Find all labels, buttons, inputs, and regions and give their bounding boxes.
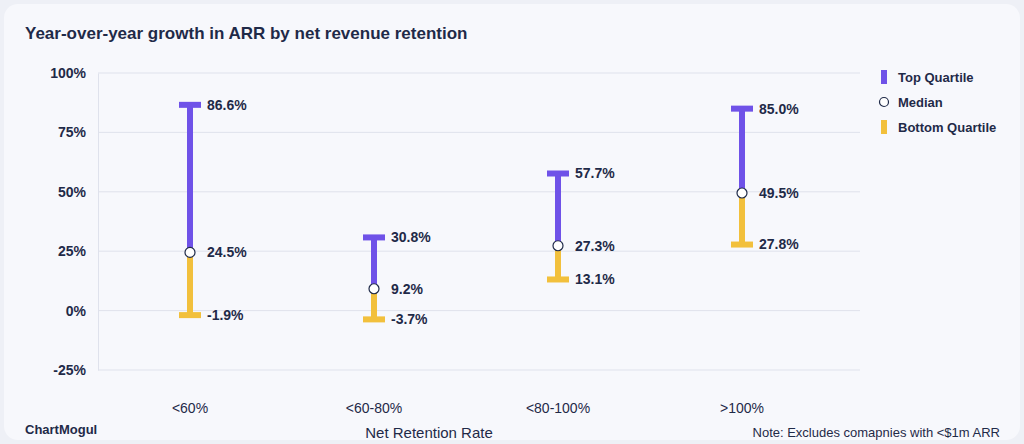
legend-swatch — [881, 120, 887, 134]
legend-item: Top Quartile — [881, 70, 974, 85]
top-quartile-cap — [363, 234, 385, 240]
bottom-quartile-cap — [547, 276, 569, 282]
title: Year-over-year growth in ARR by net reve… — [25, 24, 467, 43]
x-tick: <80-100% — [526, 393, 590, 416]
x-tick: >100% — [720, 393, 764, 416]
data-label: 30.8% — [391, 229, 431, 245]
legend-label: Top Quartile — [898, 70, 974, 85]
legend-item: Bottom Quartile — [881, 120, 996, 135]
data-label: 9.2% — [391, 281, 423, 297]
top-quartile-bar — [187, 105, 193, 253]
top-quartile-bar — [371, 237, 377, 288]
y-tick-label: 50% — [58, 184, 87, 200]
median-marker — [737, 188, 747, 198]
y-tick: 100% — [50, 65, 98, 81]
top-quartile-bar — [555, 174, 561, 246]
y-axis-line — [98, 74, 99, 371]
x-tick: <60-80% — [346, 393, 402, 416]
grid-line — [98, 73, 860, 74]
x-axis: <60% <60-80% <80-100% >100% — [99, 393, 835, 416]
legend-swatch — [880, 98, 889, 107]
y-tick: 50% — [58, 184, 98, 200]
y-tick-label: 25% — [58, 243, 87, 259]
data-labels: 86.6% 24.5% -1.9% 30.8% 9.2% -3.7% 57.7% 27.3% 1… — [207, 97, 799, 328]
top-quartile-cap — [547, 171, 569, 177]
y-tick: 75% — [58, 124, 98, 140]
data-label: 49.5% — [759, 185, 799, 201]
data-label: 57.7% — [575, 165, 615, 181]
median-marker — [369, 284, 379, 294]
bottom-quartile-bar — [739, 193, 745, 245]
legend-label: Median — [898, 95, 943, 110]
data-label: 24.5% — [207, 244, 247, 260]
x-tick: <60% — [172, 393, 208, 416]
marks — [179, 102, 753, 323]
y-tick-label: 100% — [50, 65, 86, 81]
data-label: 86.6% — [207, 97, 247, 113]
top-quartile-cap — [731, 106, 753, 112]
x-tick-label: >100% — [720, 400, 764, 416]
median-marker — [185, 247, 195, 257]
y-tick-label: -25% — [53, 362, 86, 378]
logo-text: ChartMogul — [25, 422, 97, 437]
x-axis-line — [99, 393, 835, 394]
data-label: 27.3% — [575, 238, 615, 254]
note: Note: Excludes comapnies with <$1m ARR — [753, 425, 1000, 440]
grid — [98, 73, 860, 370]
data-label: -1.9% — [207, 307, 244, 323]
bottom-quartile-cap — [731, 242, 753, 248]
x-tick-label: <60% — [172, 400, 208, 416]
y-tick: 25% — [58, 243, 98, 259]
grid-line — [98, 132, 860, 133]
legend-item: Median — [880, 95, 943, 110]
y-tick: 0% — [66, 303, 98, 319]
x-tick-label: <80-100% — [526, 400, 590, 416]
x-axis-title: Net Retention Rate — [365, 424, 493, 441]
legend: Top Quartile Median Bottom Quartile — [880, 70, 997, 135]
card — [4, 4, 1020, 440]
top-quartile-bar — [739, 109, 745, 193]
legend-label: Bottom Quartile — [898, 120, 996, 135]
bottom-quartile-cap — [179, 312, 201, 318]
legend-swatch — [881, 70, 887, 84]
y-tick: -25% — [53, 362, 98, 378]
median-marker — [553, 241, 563, 251]
y-tick-label: 75% — [58, 124, 87, 140]
y-tick-label: 0% — [66, 303, 87, 319]
grid-line — [98, 370, 860, 371]
data-label: 27.8% — [759, 236, 799, 252]
data-label: 13.1% — [575, 271, 615, 287]
data-label: 85.0% — [759, 101, 799, 117]
top-quartile-cap — [179, 102, 201, 108]
y-axis: -25% 0% 25% 50% 75% 100% — [50, 65, 98, 378]
bottom-quartile-bar — [187, 252, 193, 315]
chart: Year-over-year growth in ARR by net reve… — [0, 0, 1024, 444]
bottom-quartile-cap — [363, 316, 385, 322]
x-tick-label: <60-80% — [346, 400, 402, 416]
data-label: -3.7% — [391, 311, 428, 327]
